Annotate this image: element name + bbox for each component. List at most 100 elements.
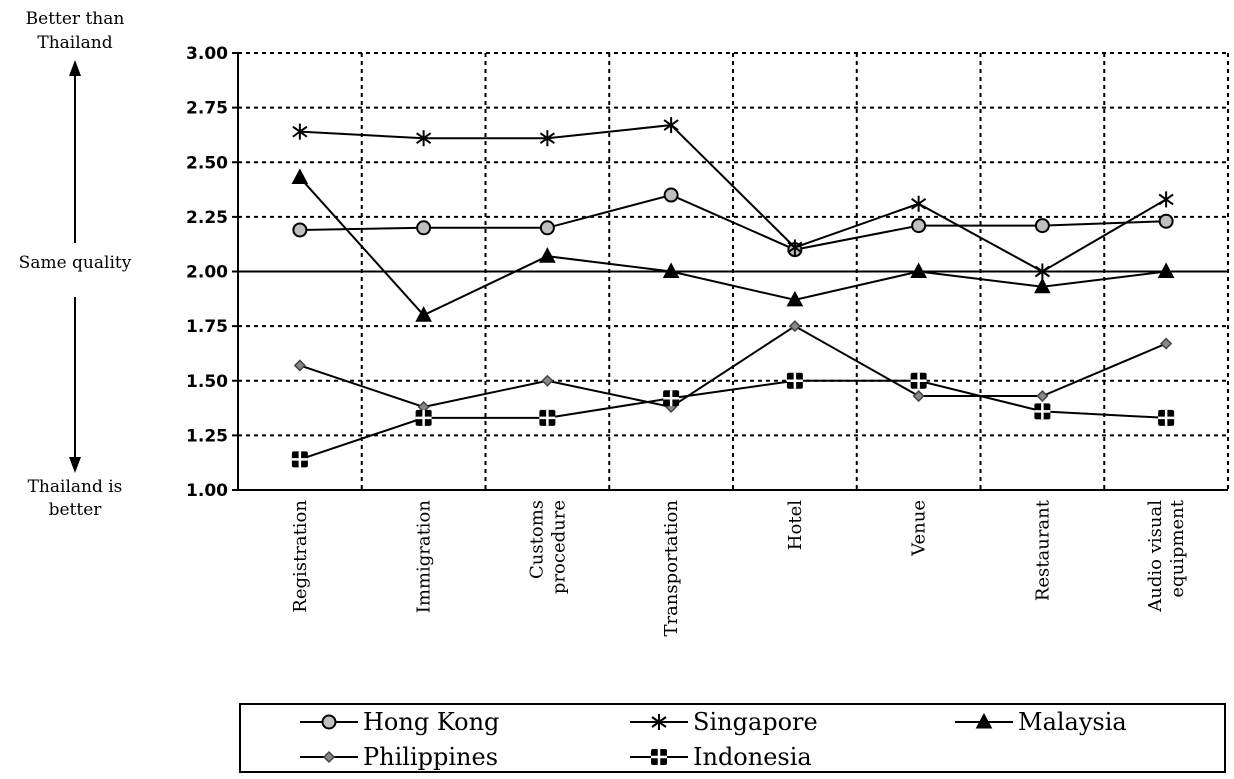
x-category-label-line: Hotel bbox=[785, 500, 806, 550]
marker-star-point bbox=[787, 239, 803, 256]
marker-cross-square-point bbox=[1158, 409, 1175, 426]
series-line bbox=[299, 379, 1167, 461]
legend-label: Indonesia bbox=[693, 743, 812, 771]
marker-cross-square-point bbox=[663, 390, 680, 407]
annotation-bottom-line2: better bbox=[49, 500, 103, 520]
marker-triangle-point bbox=[1157, 262, 1175, 278]
legend-label: Malaysia bbox=[1018, 708, 1127, 736]
series-line bbox=[299, 124, 1167, 273]
marker-cross-square-point bbox=[910, 372, 927, 389]
series-indonesia bbox=[291, 372, 1175, 468]
annotation-middle: Same quality bbox=[19, 253, 132, 273]
x-category-label: Hotel bbox=[785, 500, 806, 550]
x-category-label-line: equipment bbox=[1167, 499, 1188, 597]
x-category-label-line: Transportation bbox=[661, 500, 682, 637]
series-line bbox=[299, 324, 1167, 409]
marker-cross-square-point bbox=[1034, 403, 1051, 420]
legend-item-hong-kong: Hong Kong bbox=[300, 708, 499, 736]
marker-diamond-point bbox=[1160, 337, 1173, 350]
x-category-label: Customs procedure bbox=[526, 500, 569, 594]
marker-diamond-point bbox=[788, 320, 801, 333]
marker-triangle-point bbox=[910, 262, 927, 278]
x-category-label-line: Audio visual bbox=[1145, 500, 1166, 613]
legend-item-singapore: Singapore bbox=[630, 708, 818, 736]
y-tick-label: 1.00 bbox=[186, 481, 228, 501]
series-malaysia bbox=[291, 168, 1175, 322]
series-group bbox=[291, 117, 1175, 468]
marker-star-stroke bbox=[539, 132, 555, 145]
series-line bbox=[299, 176, 1167, 317]
legend-item-philippines: Philippines bbox=[300, 743, 498, 771]
marker-star-point bbox=[539, 130, 555, 147]
y-tick-label: 1.50 bbox=[186, 372, 228, 392]
series-singapore bbox=[292, 117, 1174, 280]
annotation-top-line2: Thailand bbox=[37, 33, 112, 53]
marker-star-stroke bbox=[911, 197, 927, 210]
marker-star-point bbox=[1034, 263, 1050, 280]
marker-star-point bbox=[911, 195, 927, 212]
x-category-label: Immigration bbox=[414, 500, 435, 614]
y-tick-label: 1.25 bbox=[186, 426, 228, 446]
legend: Hong Kong Singapore Malaysia Philippines Ind… bbox=[239, 703, 1226, 773]
marker-circle-point bbox=[911, 218, 927, 234]
marker-star-stroke bbox=[651, 716, 667, 728]
x-category-label: Transportation bbox=[661, 500, 682, 637]
marker-cross-square-point bbox=[539, 409, 556, 426]
marker-cross-square-point bbox=[291, 451, 308, 468]
marker-triangle-point bbox=[415, 306, 432, 322]
side-annotations: Better than Thailand Same quality Thaila… bbox=[19, 9, 132, 520]
x-category-label-line: procedure bbox=[548, 500, 569, 594]
marker-star-point bbox=[416, 130, 432, 147]
series-line bbox=[299, 193, 1167, 251]
annotation-top-line1: Better than bbox=[26, 9, 125, 29]
legend-item-indonesia: Indonesia bbox=[630, 743, 812, 771]
x-category-label: Audio visual equipment bbox=[1145, 499, 1188, 612]
marker-star-point bbox=[651, 714, 667, 730]
marker-circle-point bbox=[1034, 218, 1050, 234]
y-tick-labels: 1.00 1.25 1.50 1.75 2.00 2.25 2.50 2.75 3.00 bbox=[186, 44, 228, 501]
marker-star-stroke bbox=[663, 119, 679, 131]
marker-triangle-point bbox=[662, 262, 680, 278]
marker-star-stroke bbox=[1158, 193, 1174, 206]
marker-circle-point bbox=[539, 220, 555, 236]
marker-cross-square-point bbox=[415, 409, 432, 426]
axes bbox=[232, 52, 1228, 491]
x-category-label-line: Venue bbox=[909, 500, 930, 557]
x-category-labels: Registration Immigration Customs procedure T… bbox=[290, 499, 1188, 636]
x-category-label-line: Restaurant bbox=[1032, 499, 1053, 601]
annotation-bottom-line1: Thailand is bbox=[28, 477, 123, 497]
marker-circle-point bbox=[1158, 213, 1174, 229]
marker-diamond-point bbox=[322, 750, 336, 764]
marker-diamond-point bbox=[1036, 389, 1049, 403]
legend-label: Singapore bbox=[693, 708, 818, 736]
legend-label: Hong Kong bbox=[363, 708, 499, 736]
legend-item-malaysia: Malaysia bbox=[955, 708, 1127, 736]
marker-diamond-point bbox=[293, 359, 306, 372]
legend-box bbox=[239, 703, 1226, 773]
marker-triangle-point bbox=[291, 168, 309, 185]
marker-circle-point bbox=[416, 220, 432, 236]
marker-circle-point bbox=[663, 187, 679, 203]
legend-label: Philippines bbox=[363, 743, 498, 771]
x-category-label-line: Immigration bbox=[414, 500, 435, 614]
y-tick-label: 1.75 bbox=[186, 317, 228, 337]
x-category-label: Registration bbox=[290, 500, 311, 613]
x-category-label-line: Customs bbox=[526, 500, 547, 579]
arrow-down-icon bbox=[69, 457, 81, 473]
marker-triangle-point bbox=[975, 712, 993, 729]
series-philippines bbox=[293, 320, 1173, 414]
y-tick-label: 2.00 bbox=[186, 263, 228, 283]
x-category-label-line: Registration bbox=[290, 500, 311, 613]
marker-diamond-point bbox=[912, 389, 925, 403]
marker-star-stroke bbox=[292, 125, 308, 138]
marker-star-stroke bbox=[416, 132, 432, 145]
marker-star-point bbox=[292, 123, 308, 140]
marker-circle-point bbox=[292, 222, 308, 238]
y-tick-label: 2.50 bbox=[186, 153, 228, 173]
y-tick-label: 2.25 bbox=[186, 208, 228, 228]
marker-cross-square-point bbox=[651, 749, 667, 765]
marker-diamond-point bbox=[541, 374, 554, 387]
marker-star-stroke bbox=[1034, 265, 1050, 278]
x-category-label: Restaurant bbox=[1032, 499, 1053, 601]
